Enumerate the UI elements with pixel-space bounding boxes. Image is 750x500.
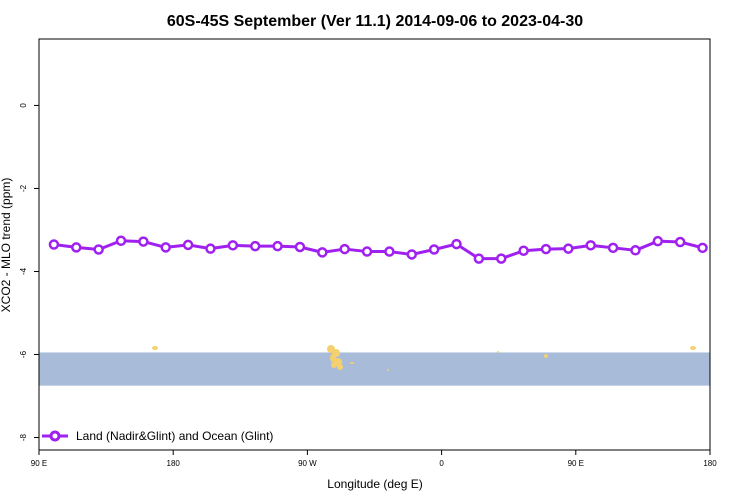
land-patch (330, 354, 336, 362)
legend-marker-swatch (49, 430, 61, 442)
data-point (428, 244, 440, 255)
y-tick-label: -4 (19, 267, 28, 275)
land-patch (544, 354, 548, 358)
data-point (697, 242, 708, 254)
data-point (249, 240, 261, 252)
plot-border (38, 38, 711, 451)
data-point (182, 239, 194, 251)
x-axis-label: Longitude (deg E) (327, 477, 422, 491)
data-point (361, 246, 373, 257)
data-point (227, 240, 239, 251)
data-point (674, 236, 686, 248)
data-point (339, 243, 350, 255)
land-patch (690, 346, 696, 350)
y-axis-label: XCO2 - MLO trend (ppm) (0, 178, 13, 313)
map-band (39, 345, 710, 386)
y-tick-label: -2 (19, 184, 28, 192)
data-point (115, 235, 127, 247)
x-tick-label: 0 (439, 459, 444, 468)
data-point (652, 235, 664, 247)
ocean-band (39, 352, 710, 386)
x-tick-label: 90 E (568, 459, 584, 468)
land-patch (337, 364, 343, 370)
data-point (451, 238, 462, 250)
data-point (205, 243, 216, 254)
data-point (272, 240, 283, 252)
data-point (294, 241, 306, 253)
series-line (53, 239, 703, 261)
land-patch (152, 346, 158, 350)
data-point (630, 245, 641, 256)
data-point (563, 243, 574, 254)
data-point (93, 244, 104, 255)
land-patch (387, 369, 389, 371)
x-tick-label: 90 E (31, 459, 47, 468)
data-point (384, 246, 395, 257)
series-layer (48, 235, 708, 264)
data-point (518, 245, 529, 256)
x-tick-label: 90 W (298, 459, 317, 468)
data-point (138, 236, 149, 247)
land-patch (497, 351, 499, 353)
y-tick-label: -8 (19, 433, 28, 441)
data-point (495, 253, 507, 264)
data-point (607, 242, 619, 254)
data-point (473, 253, 485, 264)
data-point (585, 240, 596, 251)
data-point (317, 247, 328, 258)
legend-label: Land (Nadir&Glint) and Ocean (Glint) (76, 429, 273, 443)
x-tick-label: 180 (703, 459, 717, 468)
chart-title: 60S-45S September (Ver 11.1) 2014-09-06 … (167, 13, 583, 30)
y-axis: 0 -2 -4 -6 -8 (19, 103, 39, 441)
data-point (71, 242, 82, 253)
land-patch (350, 362, 354, 364)
data-point (406, 249, 418, 260)
legend: Land (Nadir&Glint) and Ocean (Glint) (42, 429, 273, 443)
plot-frame (38, 38, 711, 451)
x-tick-label: 180 (167, 459, 181, 468)
x-axis: 90 E 180 90 W 0 90 E 180 (31, 450, 717, 468)
data-point (540, 243, 552, 255)
y-tick-label: 0 (19, 103, 28, 108)
data-point (48, 239, 60, 250)
land-patch (331, 362, 337, 368)
y-tick-label: -6 (19, 350, 28, 358)
data-point (160, 242, 171, 253)
